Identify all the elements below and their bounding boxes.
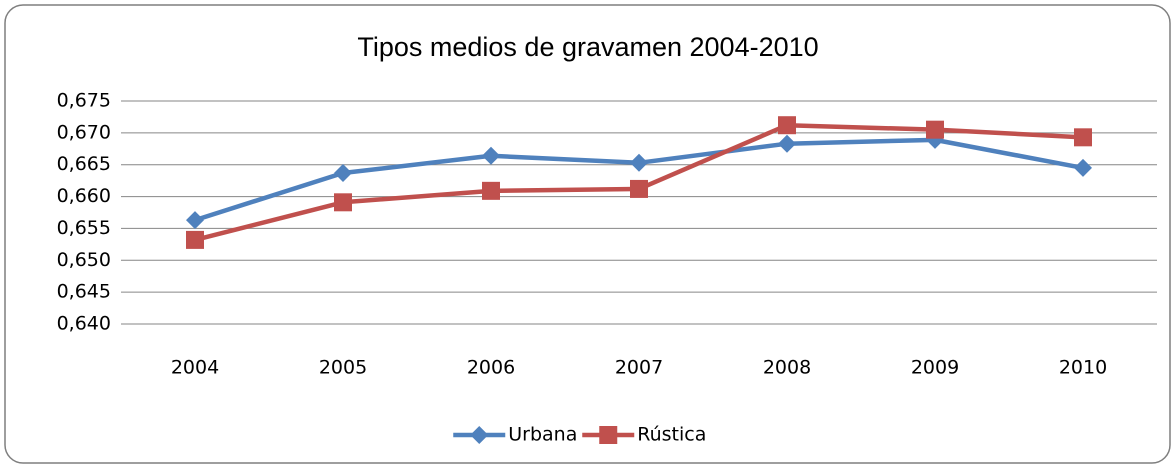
diamond-marker: [334, 163, 352, 182]
square-marker: [630, 179, 648, 198]
x-tick-label: 2010: [1059, 357, 1107, 379]
y-tick-label: 0,660: [57, 185, 111, 207]
y-tick-label: 0,645: [57, 281, 111, 303]
square-marker: [1074, 128, 1092, 147]
diamond-marker: [482, 146, 500, 165]
x-tick-label: 2005: [319, 357, 367, 379]
square-marker: [334, 193, 352, 212]
square-marker: [778, 116, 796, 135]
x-tick-label: 2004: [171, 357, 219, 379]
square-marker: [926, 120, 944, 139]
diamond-marker: [630, 153, 648, 172]
chart-frame: [4, 4, 1171, 464]
y-tick-label: 0,670: [57, 121, 111, 143]
x-tick-label: 2009: [911, 357, 959, 379]
y-tick-label: 0,650: [57, 249, 111, 271]
diamond-marker: [778, 134, 796, 153]
legend-marker: [599, 426, 618, 444]
chart-title: Tipos medios de gravamen 2004-2010: [357, 32, 818, 62]
x-tick-label: 2008: [763, 357, 811, 379]
x-tick-label: 2006: [467, 357, 515, 379]
diamond-marker: [186, 211, 204, 230]
y-tick-label: 0,655: [57, 217, 111, 239]
y-tick-label: 0,675: [57, 90, 111, 112]
y-tick-label: 0,640: [57, 313, 111, 335]
legend-label: Urbana: [508, 424, 577, 446]
x-tick-label: 2007: [615, 357, 663, 379]
diamond-marker: [1074, 158, 1092, 177]
legend-marker: [470, 426, 489, 444]
legend-label: Rústica: [637, 424, 706, 446]
square-marker: [186, 230, 204, 249]
square-marker: [482, 181, 500, 200]
y-tick-label: 0,665: [57, 153, 111, 175]
